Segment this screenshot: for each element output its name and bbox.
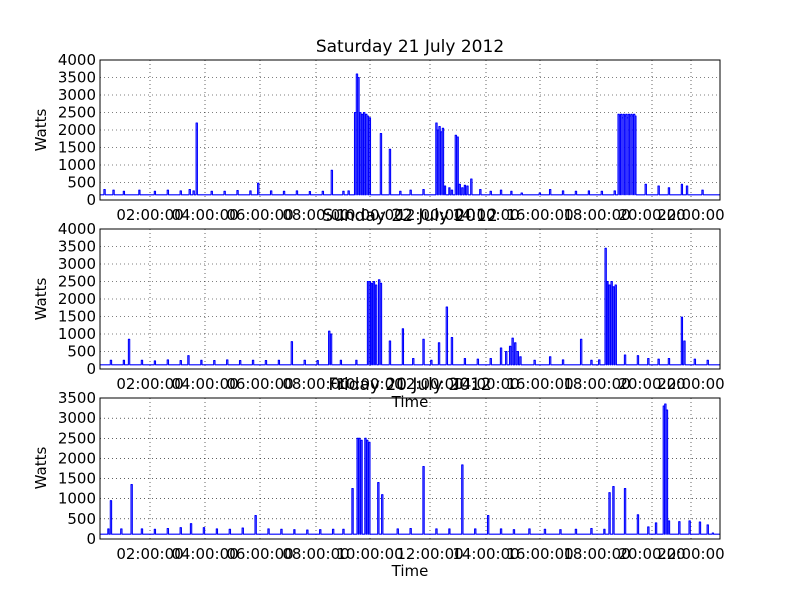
subplot-2: 0500100015002000250030003500400002:00:00…: [32, 206, 725, 411]
x-tick-label: 02:00:00: [116, 375, 183, 393]
y-tick-label: 1500: [58, 470, 96, 488]
x-tick-label: 06:00:00: [226, 545, 293, 563]
y-tick-label: 3000: [58, 86, 96, 104]
y-tick-label: 3500: [58, 238, 96, 256]
x-tick-label: 22:00:00: [657, 206, 724, 224]
y-tick-label: 3000: [58, 409, 96, 427]
y-tick-label: 2500: [58, 104, 96, 122]
x-tick-label: 16:00:00: [506, 545, 573, 563]
y-axis-label: Watts: [32, 447, 50, 490]
x-tick-label: 10:00:00: [336, 375, 403, 393]
y-tick-label: 2500: [58, 273, 96, 291]
y-tick-label: 4000: [58, 51, 96, 69]
y-tick-label: 4000: [58, 220, 96, 238]
x-tick-label: 12:00:00: [396, 545, 463, 563]
y-tick-label: 2000: [58, 449, 96, 467]
y-tick-label: 1500: [58, 308, 96, 326]
plot-frame: [99, 397, 721, 540]
y-tick-label: 1500: [58, 139, 96, 157]
y-tick-label: 1000: [58, 325, 96, 343]
chart-title: Friday 20 July 2012: [328, 375, 491, 395]
chart-title: Sunday 22 July 2012: [322, 206, 497, 226]
x-tick-label: 10:00:00: [336, 545, 403, 563]
x-tick-label: 06:00:00: [226, 375, 293, 393]
x-tick-label: 22:00:00: [657, 545, 724, 563]
x-tick-label: 06:00:00: [226, 206, 293, 224]
y-tick-label: 500: [67, 174, 96, 192]
chart-title: Saturday 21 July 2012: [316, 37, 504, 57]
series-line: [100, 73, 720, 196]
y-tick-label: 3500: [58, 389, 96, 407]
x-tick-label: 20:00:00: [618, 545, 685, 563]
x-tick-label: 14:00:00: [452, 545, 519, 563]
x-tick-label: 04:00:00: [171, 206, 238, 224]
x-axis-label: Time: [391, 562, 429, 580]
x-tick-label: 04:00:00: [171, 375, 238, 393]
plot-frame: [99, 228, 721, 370]
y-tick-label: 2500: [58, 429, 96, 447]
x-tick-label: 08:00:00: [282, 206, 349, 224]
x-axis-label: Time: [391, 393, 429, 411]
x-tick-label: 16:00:00: [506, 206, 573, 224]
x-tick-label: 18:00:00: [563, 375, 630, 393]
x-tick-label: 14:00:00: [452, 206, 519, 224]
y-axis-label: Watts: [32, 278, 50, 321]
x-tick-label: 22:00:00: [657, 375, 724, 393]
y-tick-label: 3000: [58, 255, 96, 273]
x-tick-label: 10:00:00: [336, 206, 403, 224]
y-tick-label: 2000: [58, 290, 96, 308]
y-tick-label: 500: [67, 510, 96, 528]
x-tick-label: 12:00:00: [396, 375, 463, 393]
x-tick-label: 12:00:00: [396, 206, 463, 224]
x-tick-label: 14:00:00: [452, 375, 519, 393]
x-tick-label: 16:00:00: [506, 375, 573, 393]
x-tick-label: 20:00:00: [618, 375, 685, 393]
series-line: [100, 403, 720, 535]
y-tick-label: 1000: [58, 156, 96, 174]
x-tick-label: 02:00:00: [116, 206, 183, 224]
y-tick-label: 0: [86, 191, 96, 209]
y-tick-label: 2000: [58, 121, 96, 139]
x-tick-label: 18:00:00: [563, 206, 630, 224]
x-tick-label: 20:00:00: [618, 206, 685, 224]
series-line: [100, 247, 720, 366]
y-axis-label: Watts: [32, 109, 50, 152]
x-tick-label: 08:00:00: [282, 375, 349, 393]
subplot-3: 050010001500200025003000350002:00:0004:0…: [32, 375, 725, 580]
y-tick-label: 0: [86, 360, 96, 378]
x-tick-label: 02:00:00: [116, 545, 183, 563]
y-tick-label: 3500: [58, 69, 96, 87]
x-tick-label: 08:00:00: [282, 545, 349, 563]
y-tick-label: 500: [67, 343, 96, 361]
y-tick-label: 0: [86, 530, 96, 548]
x-tick-label: 04:00:00: [171, 545, 238, 563]
y-tick-label: 1000: [58, 490, 96, 508]
x-tick-label: 18:00:00: [563, 545, 630, 563]
plot-frame: [99, 59, 721, 201]
